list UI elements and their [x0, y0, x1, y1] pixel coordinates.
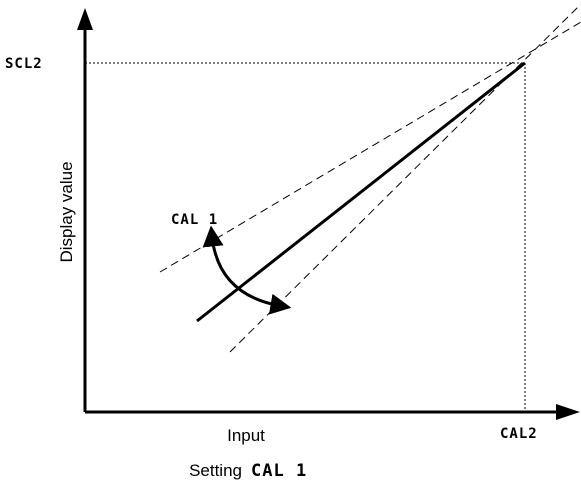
x-axis-arrow	[556, 404, 580, 420]
caption-code: CAL 1	[251, 461, 307, 481]
dashed-line-steep	[229, 3, 581, 353]
y-axis-label: Display value	[57, 161, 76, 262]
scl2-label: SCL2	[5, 56, 43, 72]
cal2-label: CAL2	[500, 426, 538, 442]
dashed-line-shallow	[159, 21, 581, 273]
cal1-adjust-arrow	[202, 225, 292, 315]
cal1-label: CAL 1	[171, 212, 218, 228]
y-axis-arrow	[77, 8, 93, 30]
x-axis-label: Input	[227, 426, 265, 445]
caption-prefix: Setting	[189, 461, 242, 480]
solid-calibration-line	[196, 61, 526, 323]
